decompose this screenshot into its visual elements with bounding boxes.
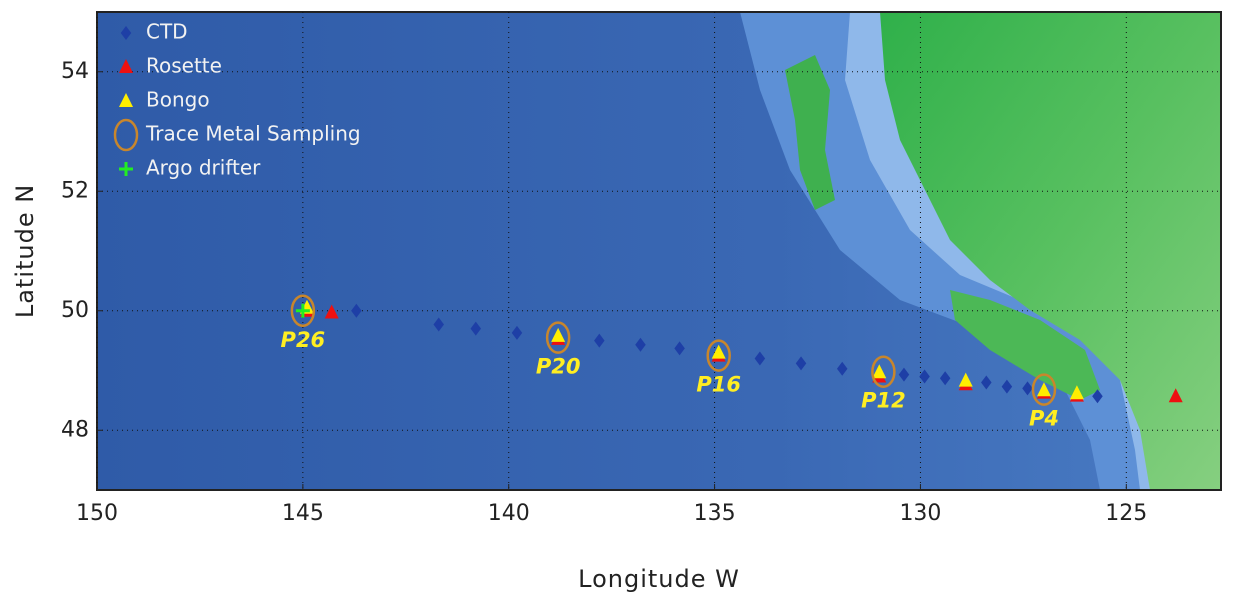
station-label: P26 <box>281 328 326 352</box>
legend-label: Argo drifter <box>146 156 261 180</box>
station-label: P20 <box>536 355 581 379</box>
x-tick-label: 135 <box>694 501 736 526</box>
y-tick-label: 54 <box>61 59 89 84</box>
y-axis-title: Latitude N <box>11 184 39 318</box>
map-chart: Longitude W Latitude N 150 145 140 135 130 12… <box>0 0 1235 598</box>
x-tick-label: 125 <box>1105 501 1147 526</box>
x-tick-label: 150 <box>76 501 118 526</box>
x-tick-label: 130 <box>899 501 941 526</box>
station-label: P16 <box>696 373 741 397</box>
station-label: P12 <box>861 389 906 413</box>
y-tick-label: 50 <box>61 298 89 323</box>
legend-label: Rosette <box>146 54 222 78</box>
legend-label: Trace Metal Sampling <box>145 122 361 146</box>
legend-label: CTD <box>146 20 188 44</box>
station-label: P4 <box>1029 407 1059 431</box>
x-tick-label: 140 <box>488 501 530 526</box>
x-tick-label: 145 <box>282 501 324 526</box>
x-axis-title: Longitude W <box>578 565 740 593</box>
y-tick-label: 52 <box>61 178 89 203</box>
y-tick-label: 48 <box>61 417 89 442</box>
legend-label: Bongo <box>146 88 210 112</box>
